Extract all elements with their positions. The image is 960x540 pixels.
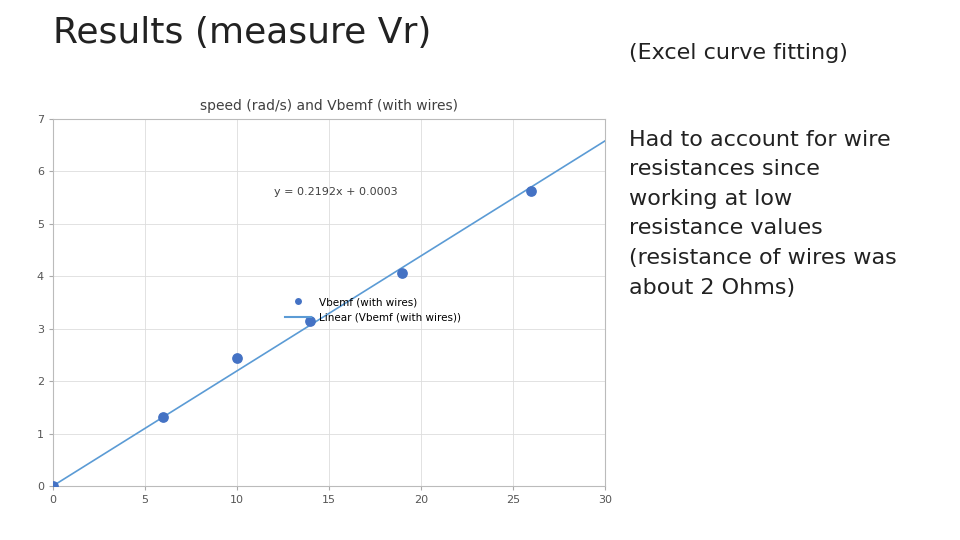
Text: Results (measure Vr): Results (measure Vr) bbox=[53, 16, 431, 50]
Legend: Vbemf (with wires), Linear (Vbemf (with wires)): Vbemf (with wires), Linear (Vbemf (with … bbox=[285, 297, 461, 322]
Title: speed (rad/s) and Vbemf (with wires): speed (rad/s) and Vbemf (with wires) bbox=[200, 99, 458, 113]
Point bbox=[45, 482, 60, 490]
Point bbox=[302, 316, 318, 325]
Text: y = 0.2192x + 0.0003: y = 0.2192x + 0.0003 bbox=[274, 187, 397, 197]
Point bbox=[523, 187, 539, 195]
Point bbox=[395, 269, 410, 278]
Text: Had to account for wire
resistances since
working at low
resistance values
(resi: Had to account for wire resistances sinc… bbox=[629, 130, 897, 298]
Point bbox=[229, 354, 245, 362]
Point bbox=[156, 413, 171, 421]
Text: (Excel curve fitting): (Excel curve fitting) bbox=[629, 43, 848, 63]
